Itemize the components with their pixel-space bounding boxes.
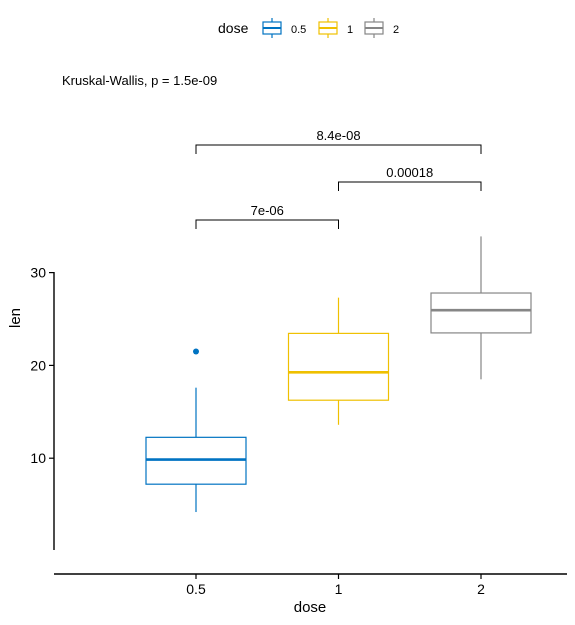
comparison-bracket: 0.00018 xyxy=(338,165,482,191)
legend-key-1: 1 xyxy=(318,18,353,38)
comparison-bracket: 8.4e-08 xyxy=(195,128,482,154)
comparison-p-label: 0.00018 xyxy=(386,165,433,180)
plot-area xyxy=(145,236,532,513)
comparison-p-label: 7e-06 xyxy=(251,203,284,218)
box-dose-1 xyxy=(287,297,390,425)
box-iqr xyxy=(287,332,390,401)
x-tick-label: 2 xyxy=(477,581,485,597)
legend-title: dose xyxy=(218,20,249,36)
x-axis-label: dose xyxy=(294,599,327,616)
axes: len dose 10 20 30 0.5 1 2 xyxy=(7,265,567,616)
kruskal-wallis-annotation: Kruskal-Wallis, p = 1.5e-09 xyxy=(62,73,217,88)
legend: dose 0.5 1 2 xyxy=(218,18,399,38)
box-iqr xyxy=(430,292,532,334)
y-tick-label: 30 xyxy=(30,265,46,281)
bracket-line xyxy=(195,144,482,154)
legend-entry-label: 1 xyxy=(347,24,353,36)
y-axis-label: len xyxy=(7,308,24,328)
pairwise-comparisons: 7e-06 0.00018 8.4e-08 xyxy=(195,128,482,229)
comparison-bracket: 7e-06 xyxy=(195,203,339,229)
box-dose-0-5 xyxy=(145,348,247,513)
legend-entry-label: 2 xyxy=(393,24,399,36)
bracket-line xyxy=(195,219,339,229)
legend-entry-label: 0.5 xyxy=(291,24,306,36)
box-dose-2 xyxy=(430,236,532,380)
comparison-p-label: 8.4e-08 xyxy=(316,128,360,143)
bracket-line xyxy=(338,181,482,191)
legend-key-2: 2 xyxy=(364,18,399,38)
outlier-point xyxy=(193,348,199,355)
y-tick-label: 20 xyxy=(30,357,46,373)
legend-key-0-5: 0.5 xyxy=(262,18,306,38)
x-tick-label: 0.5 xyxy=(186,581,206,597)
y-tick-label: 10 xyxy=(30,450,46,466)
x-tick-label: 1 xyxy=(335,581,343,597)
